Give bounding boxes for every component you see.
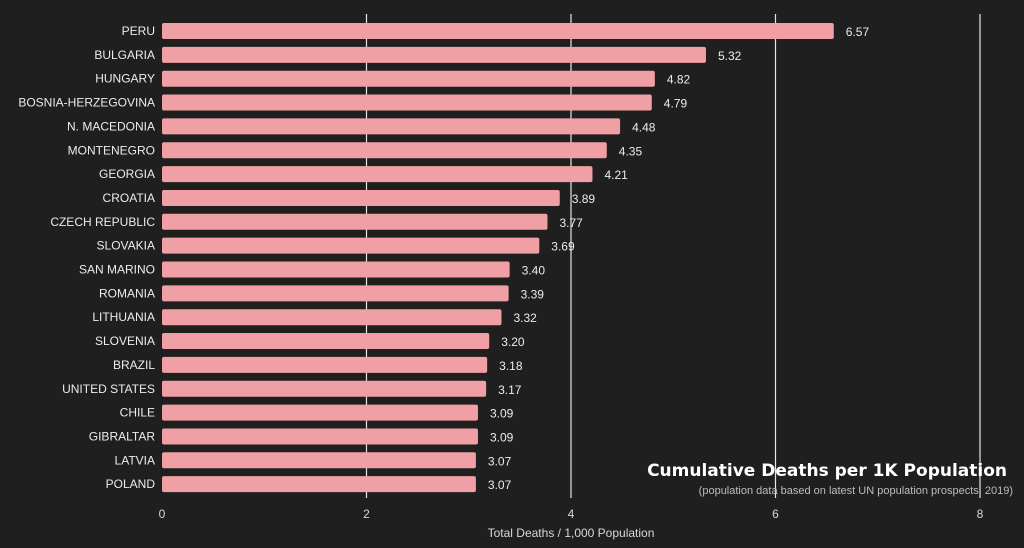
value-labels: 6.57 5.32 4.82 4.79 4.48 4.35 4.21 3.89 3.77 3.69… [488, 25, 870, 492]
x-tick-label: 0 [159, 507, 166, 521]
bar [162, 70, 655, 87]
bar [162, 476, 476, 493]
bar [162, 213, 548, 230]
bar [162, 356, 488, 373]
category-label: CZECH REPUBLIC [50, 215, 155, 229]
category-label: SLOVAKIA [97, 239, 155, 253]
value-label: 4.35 [619, 144, 643, 158]
category-label: PERU [122, 24, 155, 38]
value-label: 3.17 [498, 383, 522, 397]
value-label: 6.57 [846, 25, 870, 39]
x-axis-ticks: 0 2 4 6 8 [159, 507, 984, 521]
category-label: HUNGARY [95, 72, 155, 86]
bar [162, 285, 509, 302]
x-tick-label: 8 [977, 507, 984, 521]
value-label: 3.07 [488, 478, 512, 492]
category-labels: PERU BULGARIA HUNGARY BOSNIA-HERZEGOVINA N. … [18, 24, 155, 491]
value-label: 3.18 [499, 359, 523, 373]
category-label: LITHUANIA [92, 310, 155, 324]
value-label: 3.07 [488, 454, 512, 468]
category-label: SAN MARINO [79, 263, 155, 277]
value-label: 3.32 [513, 311, 537, 325]
value-label: 4.79 [664, 97, 688, 111]
category-label: MONTENEGRO [68, 143, 155, 157]
category-label: UNITED STATES [62, 382, 155, 396]
category-label: BOSNIA-HERZEGOVINA [18, 96, 155, 110]
category-label: CHILE [120, 406, 155, 420]
value-label: 4.48 [632, 120, 656, 134]
category-label: BULGARIA [94, 48, 155, 62]
category-label: LATVIA [115, 453, 155, 467]
bar [162, 46, 706, 63]
bar [162, 118, 621, 135]
annotation-subtitle: (population data based on latest UN popu… [699, 485, 1013, 497]
x-tick-label: 2 [363, 507, 370, 521]
x-axis-title: Total Deaths / 1,000 Population [488, 526, 655, 540]
bar [162, 309, 502, 326]
value-label: 3.20 [501, 335, 525, 349]
bar [162, 261, 510, 278]
x-tick-label: 4 [568, 507, 575, 521]
bars [162, 23, 834, 493]
category-label: GEORGIA [99, 167, 155, 181]
category-label: CROATIA [103, 191, 155, 205]
value-label: 3.39 [521, 287, 545, 301]
bar [162, 333, 490, 350]
category-label: POLAND [106, 477, 156, 491]
value-label: 3.69 [551, 240, 575, 254]
bar [162, 94, 652, 111]
value-label: 4.21 [604, 168, 628, 182]
value-label: 3.77 [559, 216, 583, 230]
value-label: 3.09 [490, 430, 514, 444]
category-label: SLOVENIA [95, 334, 155, 348]
bar [162, 452, 476, 469]
annotation-title: Cumulative Deaths per 1K Population [647, 461, 1007, 481]
bar [162, 166, 593, 183]
bar [162, 142, 607, 159]
x-tick-label: 6 [772, 507, 779, 521]
value-label: 5.32 [718, 49, 742, 63]
bar [162, 189, 560, 206]
bar [162, 428, 478, 445]
value-label: 3.09 [490, 407, 514, 421]
value-label: 3.40 [522, 264, 546, 278]
category-label: N. MACEDONIA [67, 119, 155, 133]
category-label: GIBRALTAR [89, 429, 156, 443]
bar [162, 23, 834, 39]
bar [162, 380, 487, 397]
category-label: ROMANIA [99, 286, 155, 300]
bar [162, 237, 540, 254]
value-label: 3.89 [572, 192, 596, 206]
bar [162, 404, 478, 421]
category-label: BRAZIL [113, 358, 155, 372]
value-label: 4.82 [667, 73, 691, 87]
